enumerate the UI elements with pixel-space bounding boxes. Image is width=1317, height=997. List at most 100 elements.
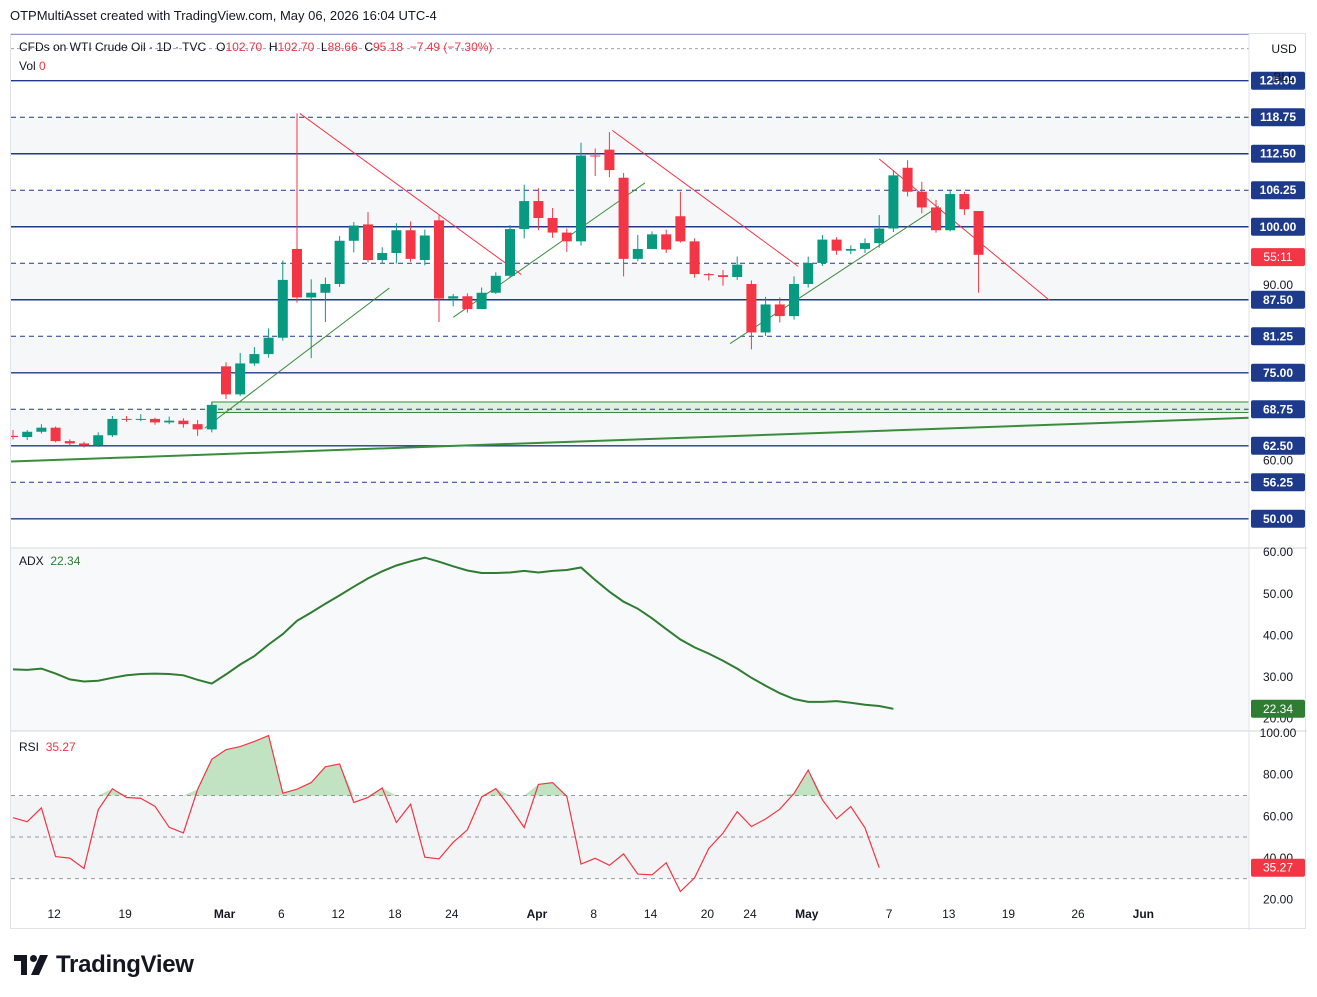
time-tick-label: 12 bbox=[332, 907, 346, 921]
candle-body bbox=[547, 217, 558, 233]
time-tick-label: Jun bbox=[1133, 907, 1154, 921]
rsi-value: 35.27 bbox=[45, 740, 76, 754]
time-tick-label: 12 bbox=[48, 907, 62, 921]
level-price-badge bbox=[1251, 363, 1305, 382]
rsi-pane[interactable] bbox=[11, 734, 1249, 893]
price-tick-label: 90.00 bbox=[1263, 278, 1293, 292]
candle-body bbox=[533, 201, 544, 218]
level-price-label: 81.25 bbox=[1263, 329, 1293, 343]
level-price-label: 100.00 bbox=[1260, 220, 1297, 234]
level-price-badge bbox=[1251, 290, 1305, 309]
candle-body bbox=[817, 239, 828, 263]
candle-body bbox=[235, 363, 246, 395]
candle-body bbox=[476, 292, 487, 310]
time-axis[interactable]: 12 19 Mar 6 12 18 24 Apr 8 14 20 24 May 7 13 19 26 Jun bbox=[48, 907, 1154, 921]
candle-body bbox=[732, 264, 743, 277]
level-price-label: 75.00 bbox=[1263, 366, 1293, 380]
candle-body bbox=[348, 225, 359, 241]
adx-label: ADX bbox=[19, 554, 44, 568]
countdown-label: 55:11 bbox=[1263, 250, 1292, 264]
candle-body bbox=[916, 191, 927, 208]
level-band bbox=[11, 117, 1249, 154]
chart-frame[interactable]: 90.00 60.00 125.00 118.75 112.50 106.25 100.00… bbox=[10, 33, 1307, 930]
long-term-trendline bbox=[11, 416, 1250, 463]
candle-body bbox=[434, 220, 444, 299]
time-tick-label: 19 bbox=[119, 907, 133, 921]
candle-body bbox=[931, 207, 941, 231]
candle-body bbox=[874, 228, 885, 244]
candle-body bbox=[860, 243, 870, 249]
rsi-overbought-fill bbox=[481, 788, 510, 796]
adx-legend: ADX 22.34 bbox=[19, 554, 80, 568]
time-tick-label: May bbox=[795, 907, 819, 921]
candle-body bbox=[462, 296, 473, 310]
high-value: 102.70 bbox=[277, 40, 315, 54]
candle-body bbox=[789, 283, 799, 317]
level-price-label: 56.25 bbox=[1263, 475, 1293, 489]
adx-value: 22.34 bbox=[50, 554, 81, 568]
time-tick-label: Apr bbox=[527, 907, 548, 921]
candle-body bbox=[164, 420, 175, 423]
candle-body bbox=[36, 427, 47, 432]
time-tick-label: 18 bbox=[388, 907, 402, 921]
level-price-label: 112.50 bbox=[1260, 147, 1296, 161]
candle-body bbox=[221, 366, 231, 395]
unit-button[interactable]: BLL bbox=[1273, 70, 1295, 84]
adx-pane-bg bbox=[11, 549, 1249, 731]
candle-body bbox=[576, 155, 586, 242]
support-zone bbox=[211, 401, 1250, 413]
rsi-legend: RSI 35.27 bbox=[19, 740, 76, 754]
candle-body bbox=[178, 420, 189, 425]
level-price-badge bbox=[1251, 436, 1305, 455]
candle-body bbox=[448, 296, 459, 299]
tradingview-logo-icon bbox=[14, 955, 48, 975]
resistance-trendline bbox=[611, 129, 799, 267]
candle-body bbox=[391, 230, 402, 254]
high-label: H bbox=[268, 40, 278, 54]
level-price-label: 50.00 bbox=[1263, 512, 1293, 526]
chart-caption: OTPMultiAsset created with TradingView.c… bbox=[10, 8, 437, 23]
candle-body bbox=[689, 241, 700, 275]
level-price-label: 106.25 bbox=[1260, 183, 1297, 197]
change-value: −7.49 (−7.30%) bbox=[409, 40, 493, 54]
candle-body bbox=[675, 216, 686, 242]
candle-body bbox=[107, 418, 118, 436]
low-value: 88.66 bbox=[327, 40, 358, 54]
level-band bbox=[11, 482, 1249, 519]
low-label: L bbox=[320, 40, 328, 54]
adx-tick-label: 30.00 bbox=[1263, 670, 1293, 684]
candle-body bbox=[774, 304, 785, 317]
candle-body bbox=[959, 194, 970, 210]
candle-body bbox=[647, 234, 657, 249]
tradingview-wordmark: TradingView bbox=[56, 951, 194, 978]
rsi-badge-label: 35.27 bbox=[1263, 861, 1293, 875]
candle-body bbox=[79, 443, 89, 446]
candle-body bbox=[505, 229, 515, 276]
candle-body bbox=[760, 304, 771, 333]
time-tick-label: 8 bbox=[590, 907, 597, 921]
adx-line bbox=[12, 556, 894, 710]
currency-button[interactable]: USD bbox=[1271, 42, 1297, 56]
adx-tick-label: 40.00 bbox=[1263, 628, 1293, 642]
price-tick-label: 60.00 bbox=[1263, 453, 1293, 467]
rsi-overbought-fill bbox=[524, 782, 567, 796]
candle-body bbox=[405, 230, 416, 259]
candle-body bbox=[377, 253, 388, 261]
rsi-tick-label: 60.00 bbox=[1263, 809, 1293, 823]
price-axis[interactable]: 90.00 60.00 125.00 118.75 112.50 106.25 100.00… bbox=[1251, 71, 1305, 907]
adx-tick-label: 50.00 bbox=[1263, 587, 1293, 601]
candle-body bbox=[561, 232, 572, 242]
tradingview-brand[interactable]: TradingView bbox=[14, 951, 194, 979]
time-tick-label: 19 bbox=[1002, 907, 1016, 921]
candle-body bbox=[703, 274, 714, 276]
time-tick-label: 26 bbox=[1071, 907, 1085, 921]
candle-body bbox=[604, 149, 615, 171]
chart-canvas[interactable]: 90.00 60.00 125.00 118.75 112.50 106.25 100.00… bbox=[11, 34, 1307, 930]
candle-body bbox=[661, 234, 672, 250]
time-tick-label: 13 bbox=[942, 907, 956, 921]
resistance-trendline bbox=[299, 113, 522, 276]
price-pane[interactable] bbox=[11, 34, 1250, 520]
candle-body bbox=[519, 201, 530, 230]
candle-body bbox=[632, 248, 643, 259]
adx-pane[interactable] bbox=[11, 549, 1249, 731]
